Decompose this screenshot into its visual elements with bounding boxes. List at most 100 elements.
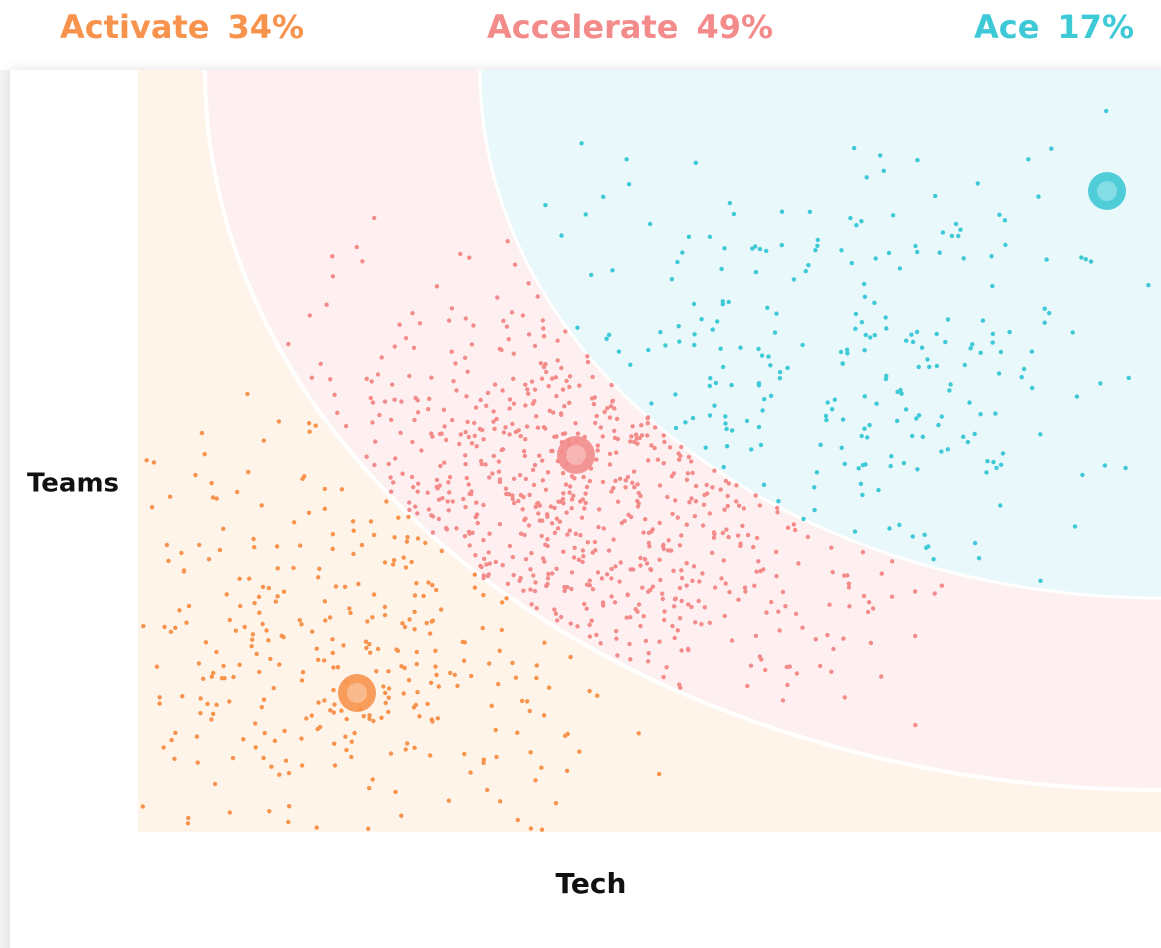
sample-dot xyxy=(516,498,521,504)
sample-dot xyxy=(842,695,847,700)
sample-dot xyxy=(458,432,463,437)
sample-dot xyxy=(461,658,467,663)
sample-dot xyxy=(546,571,551,577)
sample-dot xyxy=(339,487,345,492)
sample-dot xyxy=(535,425,541,430)
sample-dot xyxy=(646,651,651,656)
sample-dot xyxy=(494,754,499,760)
sample-dot xyxy=(351,528,356,533)
sample-dot xyxy=(543,542,548,547)
sample-dot xyxy=(473,514,478,520)
sample-dot xyxy=(268,656,273,662)
sample-dot xyxy=(631,469,637,474)
sample-dot xyxy=(643,638,649,644)
sample-dot xyxy=(676,324,681,329)
sample-dot xyxy=(465,369,470,374)
sample-dot xyxy=(235,489,240,495)
sample-dot xyxy=(497,479,503,485)
sample-dot xyxy=(330,274,336,279)
sample-dot xyxy=(523,403,528,408)
sample-dot xyxy=(639,423,644,428)
sample-dot xyxy=(649,401,654,406)
sample-dot xyxy=(464,394,469,399)
sample-dot xyxy=(333,584,339,589)
region-ace xyxy=(478,70,1161,600)
sample-dot xyxy=(506,337,511,342)
sample-dot xyxy=(738,541,743,546)
sample-dot xyxy=(466,482,471,487)
sample-dot xyxy=(397,322,402,327)
sample-dot xyxy=(632,485,637,490)
sample-dot xyxy=(550,521,555,526)
sample-dot xyxy=(399,664,404,669)
sample-dot xyxy=(915,249,920,255)
sample-dot xyxy=(722,246,727,251)
sample-dot xyxy=(595,448,600,453)
sample-dot xyxy=(569,506,574,511)
sample-dot xyxy=(410,311,415,316)
sample-dot xyxy=(582,601,587,607)
sample-dot xyxy=(151,460,157,465)
sample-dot xyxy=(726,534,731,540)
sample-dot xyxy=(533,504,538,510)
sample-dot xyxy=(590,587,596,592)
sample-dot xyxy=(437,431,443,437)
sample-dot xyxy=(436,684,441,689)
sample-dot xyxy=(451,379,456,384)
sample-dot xyxy=(687,500,692,505)
sample-dot xyxy=(759,353,765,358)
sample-dot xyxy=(580,559,585,565)
sample-dot xyxy=(209,480,214,486)
sample-dot xyxy=(550,571,555,576)
sample-dot xyxy=(323,618,328,623)
sample-dot xyxy=(600,434,605,439)
sample-dot xyxy=(457,441,462,447)
sample-dot xyxy=(635,482,640,487)
sample-dot xyxy=(429,513,434,518)
sample-dot xyxy=(467,255,472,260)
sample-dot xyxy=(505,581,511,586)
sample-dot xyxy=(511,476,517,481)
sample-dot xyxy=(1036,194,1041,199)
sample-dot xyxy=(237,576,242,581)
sample-dot xyxy=(672,597,678,602)
sample-dot xyxy=(846,581,852,586)
sample-dot xyxy=(559,614,564,620)
sample-dot xyxy=(237,662,242,667)
sample-dot xyxy=(648,587,653,593)
sample-dot xyxy=(611,485,616,491)
sample-dot xyxy=(455,683,460,688)
sample-dot xyxy=(471,323,476,328)
sample-dot xyxy=(532,343,538,349)
sample-dot xyxy=(847,604,852,609)
sample-dot xyxy=(573,531,578,536)
sample-dot xyxy=(904,338,909,343)
sample-dot xyxy=(616,349,622,354)
sample-dot xyxy=(257,610,262,615)
sample-dot xyxy=(360,259,365,264)
sample-dot xyxy=(531,482,537,488)
sample-dot xyxy=(759,657,764,662)
sample-dot xyxy=(154,664,160,669)
sample-dot xyxy=(386,695,391,700)
sample-dot xyxy=(522,517,527,523)
sample-dot xyxy=(425,490,430,495)
sample-dot xyxy=(454,526,459,531)
sample-dot xyxy=(331,665,336,670)
sample-dot xyxy=(430,618,435,623)
sample-dot xyxy=(264,628,269,633)
sample-dot xyxy=(658,330,663,335)
sample-dot xyxy=(403,336,409,341)
sample-dot xyxy=(332,392,337,397)
sample-dot xyxy=(541,326,546,331)
sample-dot xyxy=(1098,381,1103,386)
sample-dot xyxy=(691,564,697,569)
sample-dot xyxy=(349,754,354,760)
sample-dot xyxy=(772,330,778,335)
sample-dot xyxy=(399,813,404,818)
sample-dot xyxy=(825,632,830,638)
sample-dot xyxy=(914,329,920,335)
sample-dot xyxy=(472,572,477,577)
sample-dot xyxy=(978,412,983,417)
sample-dot xyxy=(164,542,170,548)
